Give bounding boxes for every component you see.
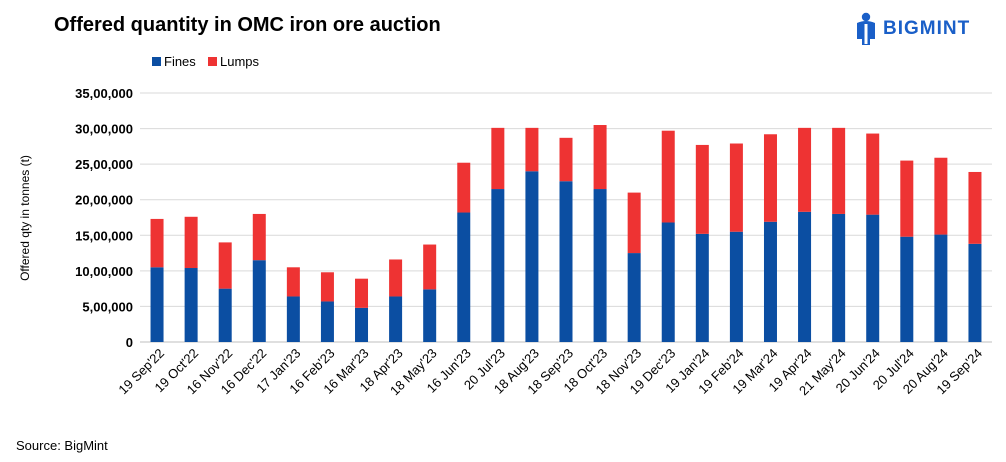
bars [150,125,982,342]
bar-lumps [900,160,914,237]
y-tick-label: 20,00,000 [75,193,133,208]
bar-fines [934,234,948,342]
bar-fines [968,243,982,342]
y-tick-label: 35,00,000 [75,86,133,101]
bar-fines [695,233,709,342]
bar-fines [832,213,846,342]
bigmint-figure-icon [857,12,875,45]
bar-lumps [423,244,437,290]
bar-lumps [150,218,164,268]
bar-fines [389,296,403,342]
logo-text: BIGMINT [883,18,971,39]
bigmint-logo: BIGMINT [853,12,970,46]
bar-lumps [763,134,777,222]
legend-label-lumps: Lumps [220,54,260,69]
bar-fines [763,221,777,342]
bar-fines [286,296,300,342]
bar-fines [661,222,675,342]
bar-fines [252,260,266,342]
bar-fines [491,189,505,342]
bar-lumps [695,144,709,234]
bar-lumps [525,127,539,172]
bar-fines [150,267,164,342]
bar-fines [525,171,539,342]
bar-lumps [559,137,573,182]
legend-label-fines: Fines [164,54,196,69]
bar-lumps [491,127,505,190]
bar-lumps [286,267,300,297]
bar-lumps [457,162,471,213]
bar-fines [355,307,369,342]
y-axis-ticks: 0 5,00,000 10,00,000 15,00,000 20,00,000 25,0… [75,86,133,350]
bar-fines [184,268,198,342]
bar-lumps [729,143,743,232]
y-tick-label: 5,00,000 [82,299,133,314]
bar-fines [729,231,743,342]
y-tick-label: 30,00,000 [75,122,133,137]
y-axis-label: Offered qty in tonnes (t) [18,155,32,281]
bar-lumps [252,213,266,261]
bar-fines [320,301,334,342]
bar-fines [218,288,232,342]
bar-lumps [320,272,334,302]
bar-lumps [866,133,880,215]
y-tick-label: 15,00,000 [75,228,133,243]
legend: Fines Lumps [152,54,260,69]
bar-fines [866,214,880,342]
bar-lumps [218,242,232,289]
bar-fines [627,253,641,342]
bar-lumps [661,130,675,223]
legend-swatch-fines [152,57,161,66]
bar-fines [559,181,573,342]
bar-lumps [593,125,607,190]
bar-lumps [389,259,403,297]
bar-fines [457,212,471,342]
y-tick-label: 25,00,000 [75,157,133,172]
bar-lumps [968,171,982,244]
bar-lumps [184,216,198,269]
bar-lumps [798,127,812,212]
source-note: Source: BigMint [16,438,108,453]
y-tick-label: 10,00,000 [75,264,133,279]
bar-lumps [355,278,369,308]
bar-lumps [832,127,846,214]
bar-lumps [627,192,641,254]
bar-fines [423,289,437,342]
legend-swatch-lumps [208,57,217,66]
y-tick-label: 0 [126,335,133,350]
bar-fines [900,236,914,342]
chart-title: Offered quantity in OMC iron ore auction [54,14,441,36]
bar-fines [593,189,607,342]
bar-fines [798,211,812,342]
bar-lumps [934,157,948,235]
